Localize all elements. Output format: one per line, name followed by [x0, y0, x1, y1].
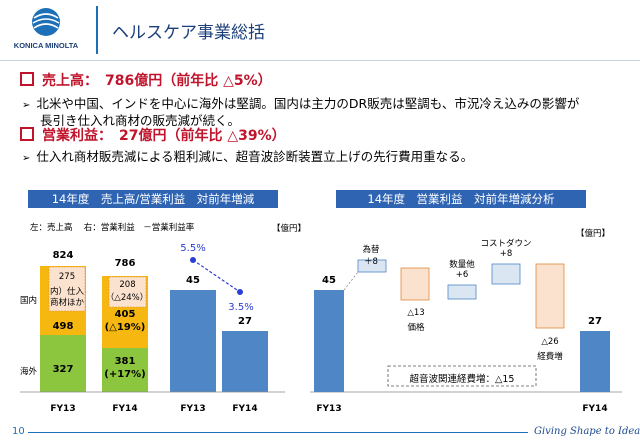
- wf-start-label: 45: [322, 275, 336, 286]
- square-bullet-icon: [20, 127, 34, 141]
- wf-connector: [343, 271, 359, 291]
- wf-qty-value: +6: [455, 270, 469, 280]
- wf-cost-bar: [491, 263, 521, 285]
- op-fy14-label: 27: [238, 316, 252, 327]
- waterfall-chart: [310, 259, 622, 393]
- fy14-overseas-rate: (+17%): [104, 369, 146, 380]
- fy13-purchased-box: [48, 266, 86, 312]
- triangle-bullet-icon: ➢: [22, 100, 31, 111]
- wf-qty-bar: [447, 284, 477, 300]
- fy14-overseas-value: 381: [114, 356, 136, 367]
- sales-line-1: ➢ 北米や中国、インドを中心に海外は堅調。国内は主力のDR販売は堅調も、市況冷え込…: [22, 96, 580, 111]
- x-fy14-op: FY14: [232, 404, 258, 414]
- wf-expense-value: △26: [541, 337, 559, 347]
- profit-heading-text: 営業利益： 27億円（前年比 △39%）: [42, 128, 286, 144]
- profit-line-1: ➢ 仕入れ商材販売減による粗利減に、超音波診断装置立上げの先行費用重なる。: [22, 149, 474, 164]
- header-divider: [96, 6, 98, 54]
- sales-heading-text: 売上高： 786億円（前年比 △5%）: [42, 73, 272, 89]
- wf-price-label: 価格: [407, 323, 425, 333]
- wf-end-label: 27: [588, 316, 602, 327]
- wf-fx-label: 為替: [362, 245, 380, 255]
- wf-end-bar: [580, 331, 610, 392]
- wf-expense-label: 経費増: [537, 352, 563, 362]
- sales-heading: 売上高： 786億円（前年比 △5%）: [20, 70, 272, 90]
- header-bar: [0, 0, 640, 62]
- op-rate-point-fy13: [190, 257, 196, 263]
- fy13-inner-line2: 内）仕入: [49, 287, 84, 297]
- op-bar-fy13: [170, 290, 216, 392]
- fy13-inner-line3: 商材ほか: [49, 298, 84, 308]
- left-unit: 【億円】: [272, 224, 307, 234]
- rate-fy14-label: 3.5%: [228, 302, 254, 313]
- fy13-overseas-label: 327: [52, 364, 74, 375]
- wf-fx-bar: [357, 259, 387, 273]
- op-rate-line: [192, 259, 241, 293]
- square-bullet-icon: [20, 72, 34, 86]
- wf-price-bar: [400, 267, 430, 301]
- fy13-overseas-bar: [40, 335, 86, 392]
- rate-fy13-label: 5.5%: [180, 243, 206, 254]
- fy14-overseas-bar: [102, 348, 148, 392]
- op-bar-fy14: [222, 331, 268, 392]
- footer-slogan: Giving Shape to Ideas: [534, 426, 640, 437]
- row-domestic-label: 国内: [20, 296, 38, 306]
- wf-qty-label: 数量他: [449, 260, 475, 270]
- triangle-bullet-icon: ➢: [22, 153, 31, 164]
- wf-expense-bar: [535, 263, 565, 329]
- note-box: [387, 365, 537, 387]
- wf-cost-label: コストダウン: [480, 239, 532, 249]
- globe-icon: KONICA MINOLTA: [14, 8, 79, 50]
- x-fy13-op: FY13: [180, 404, 206, 414]
- left-legend: 左：売上高 右：営業利益 －営業利益率: [30, 223, 195, 233]
- fy14-domestic-value: 405: [114, 309, 136, 320]
- page-title: ヘルスケア事業総括: [112, 23, 265, 43]
- fy14-total-label: 786: [114, 258, 136, 269]
- fy13-total-label: 824: [52, 250, 74, 261]
- left-chart: [20, 257, 285, 393]
- wf-fx-value: ＋8: [364, 257, 378, 267]
- wf-x-end: FY14: [582, 404, 608, 414]
- sales-line-2: 長引き仕入れ商材の販売減が続く。: [40, 113, 241, 128]
- page-number: 10: [12, 426, 25, 437]
- logo-text: KONICA MINOLTA: [14, 41, 79, 50]
- note-text: 超音波関連経費増：△15: [409, 374, 515, 385]
- brand-logo: KONICA MINOLTA: [0, 0, 92, 62]
- left-panel-header: 14年度 売上高/営業利益 対前年増減: [28, 190, 278, 208]
- header-rule: [0, 60, 640, 61]
- wf-cost-value: +8: [499, 249, 513, 259]
- profit-heading: 営業利益： 27億円（前年比 △39%）: [20, 125, 286, 145]
- fy14-inner-rate: （△24%）: [105, 293, 149, 303]
- fy14-inner-value: 208: [119, 280, 136, 290]
- footer-rule: [28, 432, 528, 433]
- x-fy13-sales: FY13: [50, 404, 76, 414]
- wf-x-start: FY13: [316, 404, 342, 414]
- wf-start-bar: [314, 290, 344, 392]
- op-rate-point-fy14: [237, 289, 243, 295]
- fy13-domestic-label: 498: [52, 321, 74, 332]
- right-panel-header: 14年度 営業利益 対前年増減分析: [336, 190, 586, 208]
- row-overseas-label: 海外: [20, 367, 38, 377]
- fy13-inner-value: 275: [58, 272, 76, 282]
- x-fy14-sales: FY14: [112, 404, 138, 414]
- fy14-domestic-rate: (△19%): [104, 322, 146, 333]
- op-fy13-label: 45: [186, 275, 200, 286]
- right-unit: 【億円】: [576, 229, 611, 239]
- wf-price-value: △13: [407, 308, 425, 318]
- fy14-purchased-box: [108, 276, 147, 308]
